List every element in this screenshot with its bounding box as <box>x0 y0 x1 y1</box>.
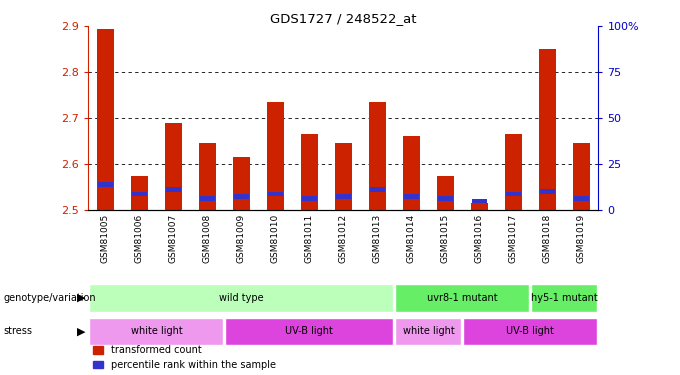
Bar <box>437 176 454 210</box>
Bar <box>370 187 385 192</box>
Bar <box>131 176 148 210</box>
Text: GSM81017: GSM81017 <box>509 213 518 263</box>
Bar <box>165 123 182 210</box>
Text: wild type: wild type <box>219 293 264 303</box>
Bar <box>404 194 419 198</box>
Bar <box>301 134 318 210</box>
Text: ▶: ▶ <box>76 293 85 303</box>
Text: GSM81018: GSM81018 <box>543 213 552 263</box>
Bar <box>267 102 284 210</box>
Bar <box>506 192 521 196</box>
Text: hy5-1 mutant: hy5-1 mutant <box>531 293 598 303</box>
Text: UV-B light: UV-B light <box>507 327 554 336</box>
Text: ▶: ▶ <box>76 327 85 336</box>
Legend: transformed count, percentile rank within the sample: transformed count, percentile rank withi… <box>93 345 276 370</box>
Bar <box>471 203 488 210</box>
Bar <box>233 157 250 210</box>
Bar <box>335 143 352 210</box>
Bar <box>336 194 351 198</box>
Title: GDS1727 / 248522_at: GDS1727 / 248522_at <box>270 12 417 25</box>
Text: GSM81009: GSM81009 <box>237 213 246 263</box>
Bar <box>90 284 393 312</box>
Bar <box>438 196 453 201</box>
Bar <box>97 28 114 210</box>
Text: GSM81006: GSM81006 <box>135 213 144 263</box>
Text: uvr8-1 mutant: uvr8-1 mutant <box>427 293 498 303</box>
Bar <box>505 134 522 210</box>
Bar <box>573 143 590 210</box>
Bar <box>472 198 487 203</box>
Text: GSM81019: GSM81019 <box>577 213 586 263</box>
Text: GSM81008: GSM81008 <box>203 213 212 263</box>
Text: genotype/variation: genotype/variation <box>3 293 96 303</box>
Text: GSM81007: GSM81007 <box>169 213 178 263</box>
Text: white light: white light <box>403 327 454 336</box>
Bar <box>395 284 529 312</box>
Bar <box>302 196 317 201</box>
Bar <box>199 143 216 210</box>
Bar <box>98 183 113 187</box>
Text: GSM81014: GSM81014 <box>407 213 416 262</box>
Bar <box>403 136 420 210</box>
Bar <box>539 49 556 210</box>
Text: GSM81013: GSM81013 <box>373 213 382 263</box>
Bar <box>540 189 555 194</box>
Bar <box>532 284 597 312</box>
Bar <box>234 194 249 198</box>
Bar <box>166 187 181 192</box>
Text: white light: white light <box>131 327 182 336</box>
Bar <box>226 318 393 345</box>
Bar <box>574 196 589 201</box>
Bar <box>463 318 597 345</box>
Bar <box>200 196 215 201</box>
Text: GSM81005: GSM81005 <box>101 213 110 263</box>
Text: GSM81011: GSM81011 <box>305 213 314 263</box>
Text: UV-B light: UV-B light <box>286 327 333 336</box>
Text: GSM81015: GSM81015 <box>441 213 450 263</box>
Bar <box>132 192 147 196</box>
Bar <box>395 318 461 345</box>
Bar <box>90 318 223 345</box>
Text: GSM81012: GSM81012 <box>339 213 348 262</box>
Text: GSM81010: GSM81010 <box>271 213 280 263</box>
Bar <box>268 192 283 196</box>
Text: GSM81016: GSM81016 <box>475 213 484 263</box>
Bar <box>369 102 386 210</box>
Text: stress: stress <box>3 327 33 336</box>
